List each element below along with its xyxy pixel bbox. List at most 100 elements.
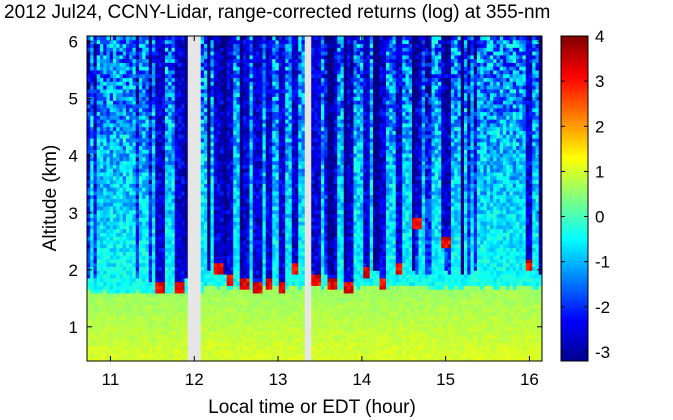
heatmap-cell bbox=[119, 217, 124, 222]
heatmap-cell bbox=[171, 247, 176, 252]
heatmap-cell bbox=[126, 115, 130, 120]
heatmap-cell bbox=[223, 183, 228, 188]
heatmap-cell bbox=[204, 141, 208, 147]
heatmap-cell bbox=[178, 274, 182, 279]
heatmap-cell bbox=[155, 217, 159, 222]
heatmap-cell bbox=[181, 179, 185, 184]
heatmap-cell bbox=[210, 62, 215, 67]
heatmap-cell bbox=[275, 243, 280, 249]
heatmap-cell bbox=[103, 111, 107, 116]
heatmap-cell bbox=[243, 175, 247, 181]
heatmap-cell bbox=[174, 323, 179, 328]
heatmap-cell bbox=[181, 308, 185, 313]
heatmap-cell bbox=[113, 330, 117, 336]
heatmap-cell bbox=[116, 183, 120, 188]
heatmap-cell bbox=[243, 149, 247, 154]
heatmap-cell bbox=[233, 149, 237, 154]
heatmap-cell bbox=[239, 92, 244, 97]
heatmap-cell bbox=[161, 43, 166, 48]
heatmap-cell bbox=[278, 224, 283, 230]
heatmap-cell bbox=[129, 258, 133, 264]
heatmap-cell bbox=[113, 73, 117, 79]
heatmap-cell bbox=[96, 353, 101, 358]
heatmap-cell bbox=[233, 156, 237, 162]
heatmap-cell bbox=[139, 213, 143, 218]
heatmap-cell bbox=[135, 126, 140, 131]
heatmap-cell bbox=[256, 96, 260, 101]
heatmap-cell bbox=[246, 88, 250, 94]
heatmap-cell bbox=[165, 319, 169, 324]
heatmap-cell bbox=[230, 187, 234, 192]
heatmap-cell bbox=[184, 334, 189, 339]
heatmap-cell bbox=[109, 194, 114, 199]
heatmap-cell bbox=[119, 266, 124, 271]
heatmap-cell bbox=[239, 349, 244, 354]
heatmap-cell bbox=[168, 156, 172, 162]
heatmap-cell bbox=[168, 330, 172, 336]
heatmap-cell bbox=[252, 111, 257, 116]
heatmap-cell bbox=[278, 187, 283, 192]
heatmap-cell bbox=[210, 115, 215, 120]
heatmap-cell bbox=[252, 153, 257, 158]
heatmap-cell bbox=[184, 300, 189, 305]
heatmap-cell bbox=[90, 104, 94, 109]
heatmap-cell bbox=[207, 149, 211, 154]
heatmap-cell bbox=[207, 39, 211, 45]
heatmap-cell bbox=[132, 209, 137, 215]
heatmap-cell bbox=[243, 36, 247, 41]
heatmap-cell bbox=[93, 300, 98, 305]
heatmap-cell bbox=[239, 258, 244, 264]
heatmap-cell bbox=[129, 39, 133, 45]
heatmap-cell bbox=[259, 141, 263, 147]
heatmap-cell bbox=[230, 149, 234, 154]
heatmap-cell bbox=[285, 308, 289, 313]
heatmap-cell bbox=[282, 202, 286, 207]
heatmap-cell bbox=[220, 224, 224, 230]
heatmap-cell bbox=[135, 190, 140, 196]
heatmap-cell bbox=[233, 54, 237, 60]
heatmap-cell bbox=[252, 194, 257, 199]
heatmap-cell bbox=[249, 202, 254, 207]
heatmap-cell bbox=[178, 243, 182, 249]
heatmap-cell bbox=[223, 126, 228, 131]
heatmap-cell bbox=[90, 54, 94, 60]
heatmap-cell bbox=[87, 130, 91, 135]
heatmap-cell bbox=[165, 334, 169, 339]
heatmap-cell bbox=[243, 194, 247, 199]
heatmap-cell bbox=[223, 175, 228, 181]
heatmap-cell bbox=[132, 285, 137, 290]
heatmap-cell bbox=[152, 285, 156, 290]
heatmap-cell bbox=[233, 179, 237, 184]
heatmap-cell bbox=[252, 308, 257, 313]
heatmap-cell bbox=[181, 266, 185, 271]
heatmap-cell bbox=[278, 228, 283, 234]
heatmap-cell bbox=[262, 88, 267, 94]
heatmap-cell bbox=[165, 202, 169, 207]
heatmap-cell bbox=[252, 304, 257, 309]
heatmap-cell bbox=[87, 66, 91, 71]
heatmap-cell bbox=[132, 266, 137, 271]
heatmap-cell bbox=[278, 255, 283, 260]
heatmap-cell bbox=[129, 326, 133, 332]
heatmap-cell bbox=[278, 281, 283, 286]
heatmap-cell bbox=[168, 134, 172, 139]
heatmap-cell bbox=[256, 323, 260, 328]
heatmap-cell bbox=[282, 39, 286, 45]
heatmap-cell bbox=[278, 296, 283, 302]
heatmap-cell bbox=[243, 232, 247, 237]
heatmap-cell bbox=[210, 217, 215, 222]
heatmap-cell bbox=[152, 115, 156, 120]
heatmap-cell bbox=[116, 88, 120, 94]
heatmap-cell bbox=[226, 228, 231, 234]
heatmap-cell bbox=[184, 194, 189, 199]
heatmap-cell bbox=[217, 357, 221, 362]
heatmap-cell bbox=[116, 54, 120, 60]
heatmap-cell bbox=[103, 270, 107, 275]
heatmap-cell bbox=[178, 36, 182, 41]
heatmap-cell bbox=[210, 243, 215, 249]
heatmap-cell bbox=[275, 107, 280, 113]
heatmap-cell bbox=[223, 119, 228, 124]
heatmap-cell bbox=[158, 292, 163, 298]
heatmap-cell bbox=[161, 308, 166, 313]
heatmap-cell bbox=[259, 270, 263, 275]
